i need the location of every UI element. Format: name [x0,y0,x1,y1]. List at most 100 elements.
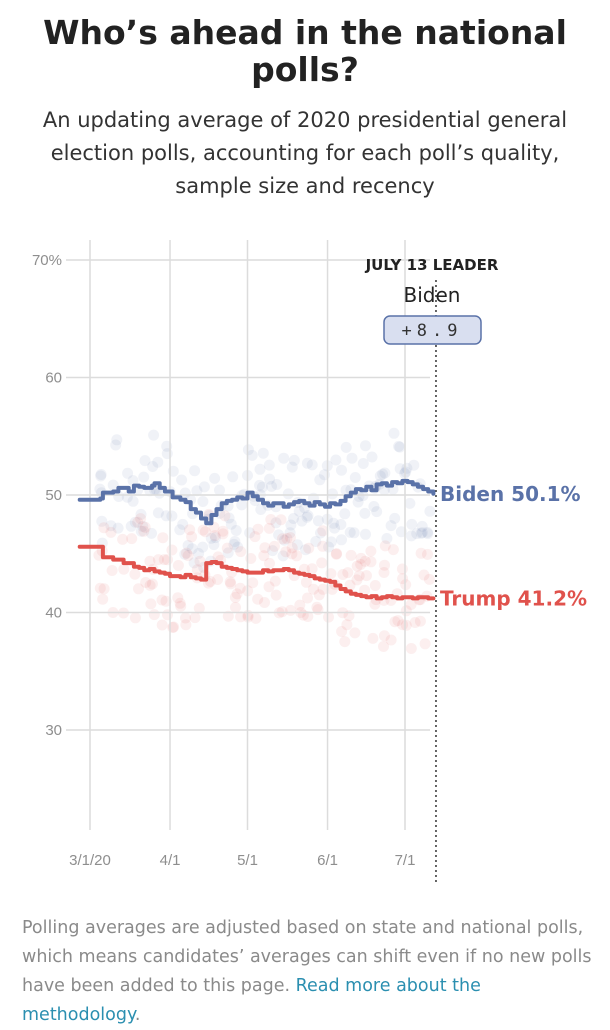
x-tick-label-7/1: 7/1 [395,852,416,869]
poll-dot [147,461,159,472]
poll-dot [224,576,236,588]
poll-dot [424,505,436,517]
poll-dot [107,479,119,491]
poll-dot [145,598,157,610]
poll-dot [378,641,389,652]
poll-dot [296,515,308,527]
poll-dot [277,550,289,562]
poll-dot [416,527,428,539]
poll-dot [184,524,196,536]
poll-dot [197,496,209,507]
poll-dot [95,469,107,480]
poll-dot [327,488,338,500]
poll-dot [186,543,198,555]
poll-dot [312,515,324,527]
poll-dot [355,552,367,564]
poll-dot [157,532,169,544]
poll-dot [353,570,365,582]
poll-dot [377,468,389,480]
poll-dot [340,484,352,496]
poll-dot [405,599,417,610]
poll-dot [379,559,390,571]
poll-dot [177,518,189,530]
poll-dot [273,529,285,541]
poll-dot [181,547,192,559]
poll-dot [98,522,110,534]
poll-dot [300,544,312,556]
poll-dot [135,525,147,537]
poll-dot [197,524,209,536]
poll-dot [393,440,405,452]
poll-dot [139,455,151,467]
poll-dot [264,557,275,569]
poll-dot [208,539,220,551]
poll-dot [174,524,186,536]
poll-dot [366,451,378,463]
poll-dot [348,527,360,539]
poll-dot [336,626,348,637]
poll-dot [379,540,391,552]
poll-dot [98,583,110,595]
poll-dot [189,465,201,477]
page-subtitle: An updating average of 2020 presidential… [42,108,568,198]
poll-dot [285,604,297,616]
poll-dot [140,577,152,588]
poll-dot [301,457,313,469]
poll-dot [139,521,151,533]
poll-dot [405,530,417,542]
poll-dot [111,434,123,446]
poll-dot [302,611,314,622]
poll-dot [236,499,248,511]
poll-dot [158,554,170,566]
poll-dot [365,556,377,568]
poll-dot [345,549,357,561]
methodology-link[interactable]: Read more about the methodology [22,976,481,1025]
poll-dot [317,540,329,552]
poll-dot [418,569,430,581]
poll-dot [263,581,275,593]
poll-dot [217,528,229,540]
poll-dot [188,557,200,569]
poll-dot [311,601,323,613]
poll-dot [415,527,427,539]
poll-dot [330,454,342,466]
poll-dot [387,544,399,556]
polling-average-chart[interactable]: JULY 13 LEADER Biden +8.9 Biden 50.1% Tru… [0,240,610,900]
poll-dot [284,527,296,539]
poll-dot [349,627,361,639]
poll-dot [160,510,172,522]
poll-dot [225,518,237,530]
poll-dot [176,474,188,486]
poll-dot [270,517,282,529]
poll-dot [360,440,371,452]
poll-dot [167,622,179,633]
poll-dot [323,611,334,623]
poll-dot [281,533,293,544]
poll-dot [286,461,298,473]
poll-dot [152,456,164,468]
poll-dot [194,555,206,567]
poll-dot [162,554,173,566]
poll-dot [302,592,313,604]
poll-dot [422,528,434,540]
poll-dot [148,609,160,621]
poll-dot [276,606,288,618]
poll-dot [252,593,264,605]
poll-dot [249,531,261,543]
methodology-footnote: Polling averages are adjusted based on s… [22,914,597,1030]
poll-dot [389,616,401,628]
scatter-dots [93,427,436,654]
poll-dot [355,559,367,570]
poll-dot [232,541,244,553]
poll-dot [317,525,329,537]
poll-dot [214,484,225,496]
poll-dot [162,609,173,621]
poll-dot [230,601,241,613]
poll-dot [256,481,268,493]
poll-dot [168,621,180,633]
poll-dot [416,520,428,532]
poll-dot [135,513,147,525]
poll-dot [175,600,187,612]
y-tick-label-50: 50 [45,487,62,504]
poll-dot [264,473,276,485]
